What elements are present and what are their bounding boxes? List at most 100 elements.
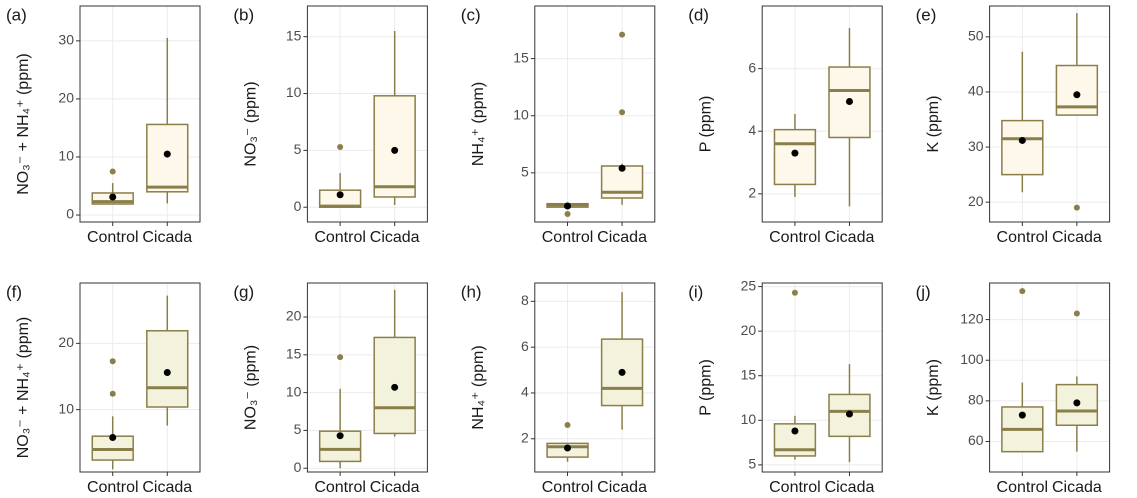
y-tick-label: 5 <box>294 421 302 437</box>
y-tick-label: 25 <box>741 277 757 293</box>
outlier <box>619 109 626 116</box>
panel-label: (j) <box>916 282 931 301</box>
y-tick-label: 15 <box>286 27 302 43</box>
panel-label: (b) <box>233 5 254 24</box>
mean <box>391 146 399 154</box>
outlier <box>337 354 344 361</box>
plot-border <box>306 282 428 473</box>
y-tick-label: 5 <box>294 141 302 157</box>
y-tick-label: 0 <box>294 459 302 475</box>
mean <box>336 191 344 199</box>
box <box>1001 119 1044 176</box>
outlier <box>1019 288 1026 295</box>
y-tick-label: 60 <box>968 432 984 448</box>
plot-border <box>989 5 1111 223</box>
y-tick-label: 40 <box>968 83 984 99</box>
x-tick-label: Cicada <box>1052 229 1102 246</box>
plot-border <box>79 282 201 473</box>
mean <box>1018 136 1026 144</box>
x-tick-label: Cicada <box>597 479 647 496</box>
outlier <box>109 358 116 365</box>
x-tick-label: Cicada <box>1052 479 1102 496</box>
x-tick-label: Cicada <box>825 479 875 496</box>
y-tick-label: 10 <box>286 84 302 100</box>
y-tick-label: 6 <box>748 59 756 75</box>
mean <box>791 149 799 157</box>
outlier <box>109 390 116 397</box>
mean <box>109 193 117 201</box>
y-tick-label: 20 <box>968 193 984 209</box>
plot-border <box>761 282 883 473</box>
outlier <box>337 143 344 150</box>
y-axis-label: NO₃⁻ + NH₄⁺ (ppm) <box>15 317 32 459</box>
y-axis-label: NO₃⁻ + NH₄⁺ (ppm) <box>15 53 32 195</box>
mean <box>1073 399 1081 407</box>
y-axis-label: K (ppm) <box>925 359 942 416</box>
plot-border <box>761 5 883 223</box>
panel-label: (d) <box>688 5 709 24</box>
y-tick-label: 10 <box>58 400 74 416</box>
plot-border <box>79 5 201 223</box>
mean <box>163 150 171 158</box>
mean <box>391 383 399 391</box>
mean <box>336 432 344 440</box>
mean <box>163 369 171 377</box>
outlier <box>1073 310 1080 317</box>
x-tick-label: Control <box>87 229 139 246</box>
y-tick-label: 80 <box>968 392 984 408</box>
x-tick-label: Control <box>769 229 821 246</box>
plot-border <box>989 282 1111 473</box>
x-tick-label: Cicada <box>142 229 192 246</box>
y-tick-label: 10 <box>513 106 529 122</box>
y-tick-label: 20 <box>58 90 74 106</box>
mean <box>618 164 626 172</box>
outlier <box>619 31 626 38</box>
y-tick-label: 30 <box>58 32 74 48</box>
y-tick-label: 50 <box>968 28 984 44</box>
x-tick-label: Control <box>542 479 594 496</box>
y-tick-label: 20 <box>286 308 302 324</box>
y-tick-label: 0 <box>294 198 302 214</box>
y-axis-label: NH₄⁺ (ppm) <box>470 345 487 429</box>
x-tick-label: Control <box>542 229 594 246</box>
outlier <box>564 211 571 217</box>
y-tick-label: 6 <box>521 338 529 354</box>
mean <box>618 368 626 376</box>
panel-label: (g) <box>233 282 254 301</box>
plot-border <box>534 5 656 223</box>
y-tick-label: 5 <box>521 164 529 180</box>
y-axis-label: K (ppm) <box>925 96 942 153</box>
y-tick-label: 8 <box>521 292 529 308</box>
outlier <box>564 422 571 429</box>
mean <box>791 427 799 435</box>
x-tick-label: Control <box>314 479 366 496</box>
mean <box>564 202 572 210</box>
x-tick-label: Cicada <box>142 479 192 496</box>
mean <box>845 97 853 105</box>
plot-border <box>306 5 428 223</box>
y-tick-label: 10 <box>741 411 757 427</box>
mean <box>845 410 853 418</box>
x-tick-label: Control <box>769 479 821 496</box>
y-tick-label: 100 <box>960 351 984 367</box>
mean <box>1018 411 1026 419</box>
panel-label: (i) <box>688 282 703 301</box>
y-tick-label: 2 <box>748 185 756 201</box>
x-tick-label: Control <box>87 479 139 496</box>
outlier <box>1073 204 1080 211</box>
panel-label: (c) <box>461 5 481 24</box>
box <box>600 338 644 407</box>
y-axis-label: P (ppm) <box>697 96 714 153</box>
y-tick-label: 10 <box>286 383 302 399</box>
x-tick-label: Control <box>997 479 1049 496</box>
y-tick-label: 30 <box>968 138 984 154</box>
x-tick-label: Control <box>314 229 366 246</box>
x-tick-label: Cicada <box>825 229 875 246</box>
x-tick-label: Cicada <box>370 229 420 246</box>
mean <box>109 434 117 442</box>
y-tick-label: 4 <box>521 384 529 400</box>
outlier <box>791 289 798 296</box>
y-axis-label: NH₄⁺ (ppm) <box>470 82 487 166</box>
box <box>146 329 189 408</box>
y-axis-label: NO₃⁻ (ppm) <box>243 345 260 430</box>
